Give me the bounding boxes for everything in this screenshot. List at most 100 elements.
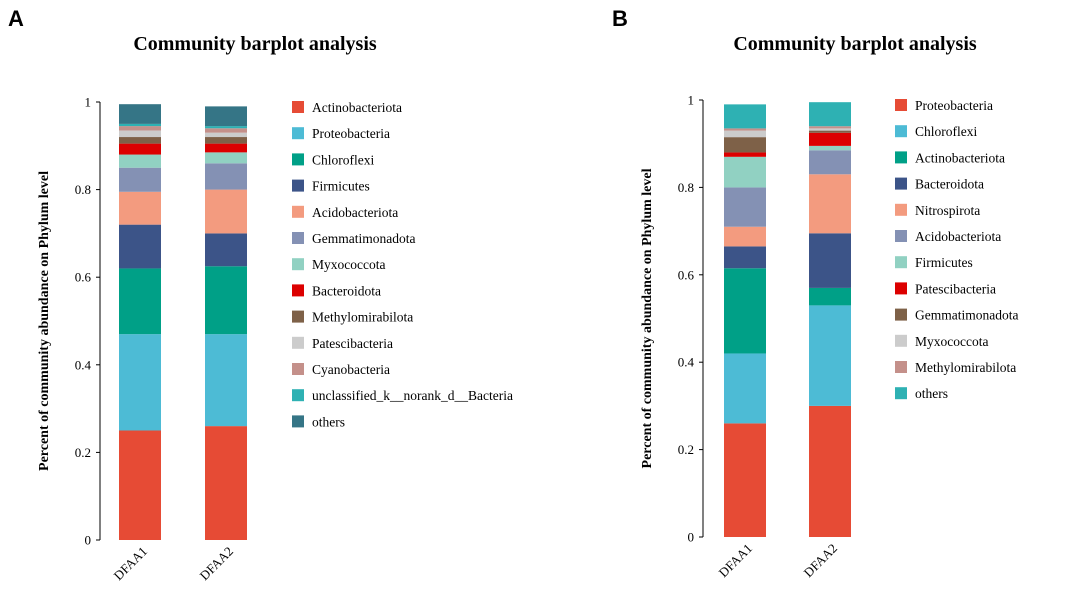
y-tick-label: 0 bbox=[688, 530, 695, 545]
bar-segment bbox=[809, 405, 851, 537]
bar-segment bbox=[724, 187, 766, 227]
legend-swatch bbox=[292, 284, 304, 297]
legend-swatch bbox=[292, 258, 304, 271]
bar-segment bbox=[119, 104, 161, 124]
legend-swatch bbox=[895, 256, 907, 269]
legend-swatch bbox=[895, 125, 907, 138]
legend-swatch bbox=[292, 205, 304, 218]
x-tick-label: DFAA1 bbox=[111, 544, 151, 584]
bar-segment bbox=[119, 143, 161, 155]
y-tick-label: 0.4 bbox=[678, 355, 695, 370]
legend-swatch bbox=[895, 334, 907, 347]
chart-title: Community barplot analysis bbox=[133, 33, 377, 55]
legend-label: Firmicutes bbox=[312, 179, 370, 194]
legend-swatch bbox=[292, 415, 304, 428]
legend-label: Methylomirabilota bbox=[312, 310, 413, 325]
y-axis-label: Percent of community abundance on Phylum… bbox=[640, 168, 655, 468]
panel-label: A bbox=[8, 6, 24, 31]
legend-swatch bbox=[292, 389, 304, 402]
legend-label: Bacteroidota bbox=[915, 177, 984, 192]
legend-label: Gemmatimonadota bbox=[915, 308, 1018, 323]
legend-label: Patescibacteria bbox=[915, 281, 996, 296]
legend-swatch bbox=[292, 363, 304, 375]
bar-segment bbox=[724, 128, 766, 131]
legend-swatch bbox=[292, 232, 304, 244]
legend-swatch bbox=[292, 336, 304, 349]
legend-swatch bbox=[292, 310, 304, 323]
legend-swatch bbox=[895, 361, 907, 373]
panel-label: B bbox=[612, 6, 628, 31]
bar-segment bbox=[119, 130, 161, 138]
legend-label: unclassified_k__norank_d__Bacteria bbox=[312, 388, 513, 403]
legend-label: Patescibacteria bbox=[312, 336, 393, 351]
bar-segment bbox=[724, 130, 766, 138]
x-tick-label: DFAA1 bbox=[716, 541, 756, 581]
legend-label: Chloroflexi bbox=[312, 152, 374, 167]
bar-segment bbox=[205, 189, 247, 234]
y-tick-label: 0 bbox=[85, 533, 92, 548]
bar-segment bbox=[724, 104, 766, 129]
x-tick-label: DFAA2 bbox=[197, 544, 237, 584]
bar-segment bbox=[205, 128, 247, 133]
bar-segment bbox=[724, 353, 766, 424]
legend-label: Myxococcota bbox=[312, 257, 385, 272]
bar-segment bbox=[205, 126, 247, 129]
bar-segment bbox=[809, 102, 851, 127]
y-tick-label: 1 bbox=[688, 93, 695, 108]
x-tick-label: DFAA2 bbox=[801, 541, 841, 581]
legend-label: others bbox=[312, 414, 345, 429]
legend-label: Actinobacteriota bbox=[312, 100, 402, 115]
bar-segment bbox=[119, 154, 161, 168]
y-tick-label: 1 bbox=[85, 95, 92, 110]
bar-segment bbox=[724, 423, 766, 537]
bar-segment bbox=[809, 128, 851, 131]
legend-label: Methylomirabilota bbox=[915, 360, 1016, 375]
bar-segment bbox=[809, 132, 851, 146]
bar-segment bbox=[724, 246, 766, 269]
bar-segment bbox=[119, 224, 161, 269]
legend-swatch bbox=[895, 203, 907, 216]
legend-swatch bbox=[292, 101, 304, 113]
legend-label: Chloroflexi bbox=[915, 124, 977, 139]
bar-segment bbox=[809, 233, 851, 288]
y-tick-label: 0.8 bbox=[75, 182, 91, 197]
legend-swatch bbox=[292, 179, 304, 192]
y-tick-label: 0.2 bbox=[678, 442, 694, 457]
legend-swatch bbox=[895, 308, 907, 321]
bar-segment bbox=[205, 334, 247, 427]
legend-label: Proteobacteria bbox=[312, 126, 390, 141]
bar-segment bbox=[724, 268, 766, 354]
legend-label: Bacteroidota bbox=[312, 283, 381, 298]
y-tick-label: 0.2 bbox=[75, 445, 91, 460]
legend-swatch bbox=[895, 230, 907, 242]
bar-segment bbox=[809, 150, 851, 175]
bar-segment bbox=[205, 137, 247, 144]
bar-segment bbox=[809, 305, 851, 406]
bar-segment bbox=[809, 126, 851, 129]
bar-segment bbox=[205, 426, 247, 540]
bar-segment bbox=[205, 132, 247, 138]
legend-label: Myxococcota bbox=[915, 334, 988, 349]
y-tick-label: 0.8 bbox=[678, 180, 694, 195]
legend-label: Actinobacteriota bbox=[915, 150, 1005, 165]
legend-label: Cyanobacteria bbox=[312, 362, 390, 377]
y-tick-label: 0.4 bbox=[75, 357, 92, 372]
bar-segment bbox=[809, 145, 851, 151]
legend-label: others bbox=[915, 386, 948, 401]
legend-label: Firmicutes bbox=[915, 255, 973, 270]
bar-segment bbox=[724, 156, 766, 188]
legend-swatch bbox=[895, 151, 907, 164]
bar-segment bbox=[119, 137, 161, 144]
bar-segment bbox=[809, 130, 851, 133]
chart-panel-a: A Community barplot analysis 0 0.2 0.4 0.6 0.8… bbox=[8, 6, 513, 583]
y-tick-label: 0.6 bbox=[678, 267, 695, 282]
bar-segment bbox=[809, 287, 851, 306]
bar-segment bbox=[119, 123, 161, 127]
legend-swatch bbox=[292, 127, 304, 140]
legend-label: Gemmatimonadota bbox=[312, 231, 415, 246]
chart-panel-b: B Community barplot analysis 0 0.2 0.4 0.6 0.8… bbox=[612, 6, 1018, 580]
chart-title: Community barplot analysis bbox=[733, 33, 977, 55]
bar-segment bbox=[724, 152, 766, 157]
bar-segment bbox=[119, 430, 161, 540]
